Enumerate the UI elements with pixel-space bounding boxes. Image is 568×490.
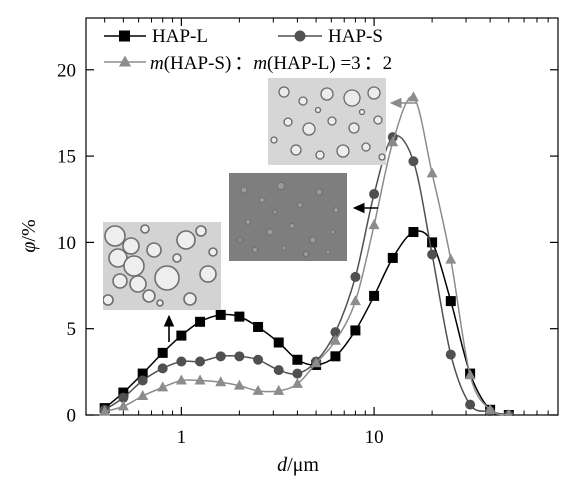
data-point [157,347,168,358]
legend-item-hap-s: HAP-S [278,26,383,47]
arrow-up-icon [163,314,175,342]
data-point [273,384,285,395]
legend-label-hap-s: HAP-S [328,26,383,47]
data-point [330,351,341,362]
series-line [104,230,509,416]
data-point [445,296,456,307]
data-point [387,136,399,147]
data-point [157,381,169,392]
data-point [253,354,264,365]
y-tick-label: 15 [57,147,76,168]
arrow-left-icon [389,97,416,109]
data-point [195,316,206,327]
data-point [292,368,303,379]
series-3 [99,91,513,416]
data-point [215,376,227,387]
data-point [215,351,226,362]
data-point [273,365,284,376]
data-point [427,237,438,248]
data-point [350,325,361,336]
data-point [118,392,129,403]
data-point [137,368,148,379]
data-point [99,405,111,416]
plot-frame [85,17,559,416]
data-point [117,400,129,411]
data-point [408,156,419,167]
data-point [484,403,496,414]
y-tick-label: 5 [67,319,77,340]
micrograph-inset-hap-l [103,222,221,310]
data-point [368,219,380,230]
data-point [349,295,361,306]
legend: HAP-L HAP-S m(HAP-S) ：m(HAP-L) =3 ：2 [104,26,392,74]
data-point [273,337,284,348]
data-point [427,249,438,260]
data-point [233,379,245,390]
data-point [291,377,303,388]
data-point [292,354,303,365]
data-point [445,349,456,360]
data-point [407,91,419,102]
x-axis-title: d/μm [277,454,319,476]
data-point [350,271,361,282]
data-point [387,252,398,263]
data-point [137,390,149,401]
x-tick-label: 1 [177,427,187,448]
legend-item-ratio: m(HAP-S) ：m(HAP-L) =3 ：2 [104,53,392,74]
data-point [408,227,419,238]
arrow-left-icon [352,202,378,214]
data-point [445,253,457,264]
data-point [195,356,206,367]
data-point [234,311,245,322]
data-point [157,363,168,374]
data-point [176,356,187,367]
data-point [330,327,341,338]
data-point [176,330,187,341]
data-point [369,290,380,301]
y-axis-title: φ/% [18,219,40,252]
data-point [504,409,513,416]
y-tick-label: 0 [67,406,77,427]
legend-label-ratio: m(HAP-S) ：m(HAP-L) =3 ：2 [150,53,392,74]
y-tick-label: 20 [57,60,76,81]
data-point [464,369,476,380]
data-point [465,399,476,410]
data-point [234,351,245,362]
x-tick-label: 10 [365,427,384,448]
data-point [175,374,187,385]
data-point [426,167,438,178]
data-point [252,384,264,395]
data-point [215,309,226,320]
data-point [329,334,341,345]
data-point [137,375,148,386]
y-tick-label: 10 [57,233,76,254]
data-point [253,321,264,332]
data-point [310,357,322,368]
micrograph-inset-hap-s [229,173,347,261]
legend-label-hap-l: HAP-L [152,26,208,47]
data-point [369,189,380,200]
legend-item-hap-l: HAP-L [104,26,208,47]
micrograph-inset-mixture [268,78,386,165]
data-point [118,387,129,398]
data-point [194,374,206,385]
